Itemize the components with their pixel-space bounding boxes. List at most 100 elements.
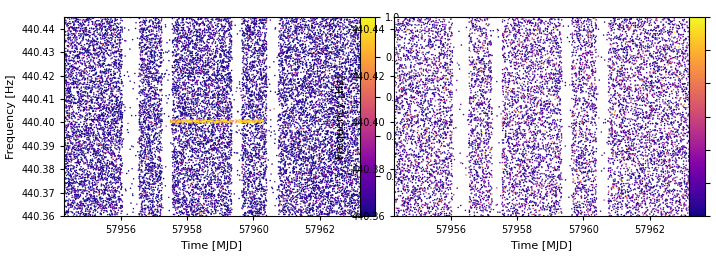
Point (102, 120, 114, 124)
Point (241, 133, 252, 138)
Point (93, 188, 105, 192)
Point (238, 83, 249, 87)
Point (212, 97, 223, 101)
Point (266, 162, 278, 166)
Point (680, 37, 692, 41)
Point (412, 90, 423, 94)
Point (155, 177, 166, 181)
Point (642, 31, 654, 36)
Point (621, 189, 633, 194)
Point (268, 129, 280, 133)
Point (321, 83, 333, 87)
Point (354, 63, 365, 67)
Point (480, 130, 492, 135)
Point (581, 144, 592, 148)
Point (253, 127, 264, 131)
Point (250, 134, 261, 138)
Point (105, 24, 116, 28)
Point (224, 156, 236, 160)
Point (581, 59, 592, 64)
Point (286, 123, 297, 127)
Point (241, 43, 253, 48)
Point (431, 66, 442, 70)
Point (72, 26, 83, 30)
Point (198, 93, 210, 97)
Point (211, 77, 223, 81)
Point (622, 129, 634, 133)
Point (589, 150, 600, 154)
Point (442, 43, 453, 47)
Point (473, 165, 485, 169)
Point (590, 168, 601, 172)
Point (131, 97, 142, 101)
Point (186, 95, 198, 99)
Point (258, 75, 270, 79)
Point (73, 143, 84, 148)
Point (246, 99, 258, 103)
Point (337, 188, 348, 192)
Point (79, 86, 91, 90)
Point (95, 24, 106, 28)
Point (192, 56, 203, 60)
Point (620, 124, 632, 129)
Point (172, 18, 183, 22)
Point (290, 50, 301, 54)
Point (180, 87, 191, 92)
Point (653, 90, 664, 94)
Point (225, 165, 236, 170)
Point (677, 82, 688, 86)
Point (677, 64, 688, 68)
Point (575, 205, 586, 210)
Point (538, 21, 550, 25)
Point (213, 201, 224, 205)
Point (174, 186, 185, 190)
Point (533, 209, 544, 213)
Point (147, 77, 159, 81)
Point (203, 119, 215, 123)
Point (238, 151, 250, 155)
Point (253, 48, 265, 52)
Point (595, 209, 606, 213)
Point (321, 52, 333, 56)
Point (683, 126, 695, 130)
Point (146, 175, 158, 179)
Point (507, 26, 518, 30)
Point (606, 157, 617, 161)
Point (642, 87, 653, 91)
Point (427, 193, 438, 197)
Point (548, 176, 560, 181)
Point (216, 169, 227, 174)
Point (324, 52, 335, 56)
Point (291, 155, 302, 160)
Point (84, 85, 95, 89)
Point (556, 18, 568, 22)
Point (328, 69, 339, 74)
Point (82, 96, 94, 100)
Point (96, 49, 107, 53)
Point (538, 184, 549, 188)
Point (292, 54, 304, 58)
Point (538, 103, 549, 107)
Point (276, 194, 288, 198)
Point (429, 145, 440, 149)
Point (638, 56, 649, 60)
Point (250, 47, 261, 52)
Point (674, 72, 686, 76)
Point (316, 191, 327, 195)
Point (465, 39, 476, 43)
Point (447, 67, 458, 72)
Point (534, 65, 546, 69)
Point (161, 101, 173, 105)
Point (97, 153, 109, 157)
Point (141, 116, 153, 120)
Point (634, 77, 646, 81)
Point (406, 76, 417, 80)
Point (98, 169, 110, 173)
Point (243, 178, 254, 183)
Point (670, 160, 682, 164)
Point (306, 85, 317, 89)
Point (657, 115, 669, 119)
Point (414, 187, 425, 191)
Point (69, 34, 81, 38)
Point (534, 60, 546, 64)
